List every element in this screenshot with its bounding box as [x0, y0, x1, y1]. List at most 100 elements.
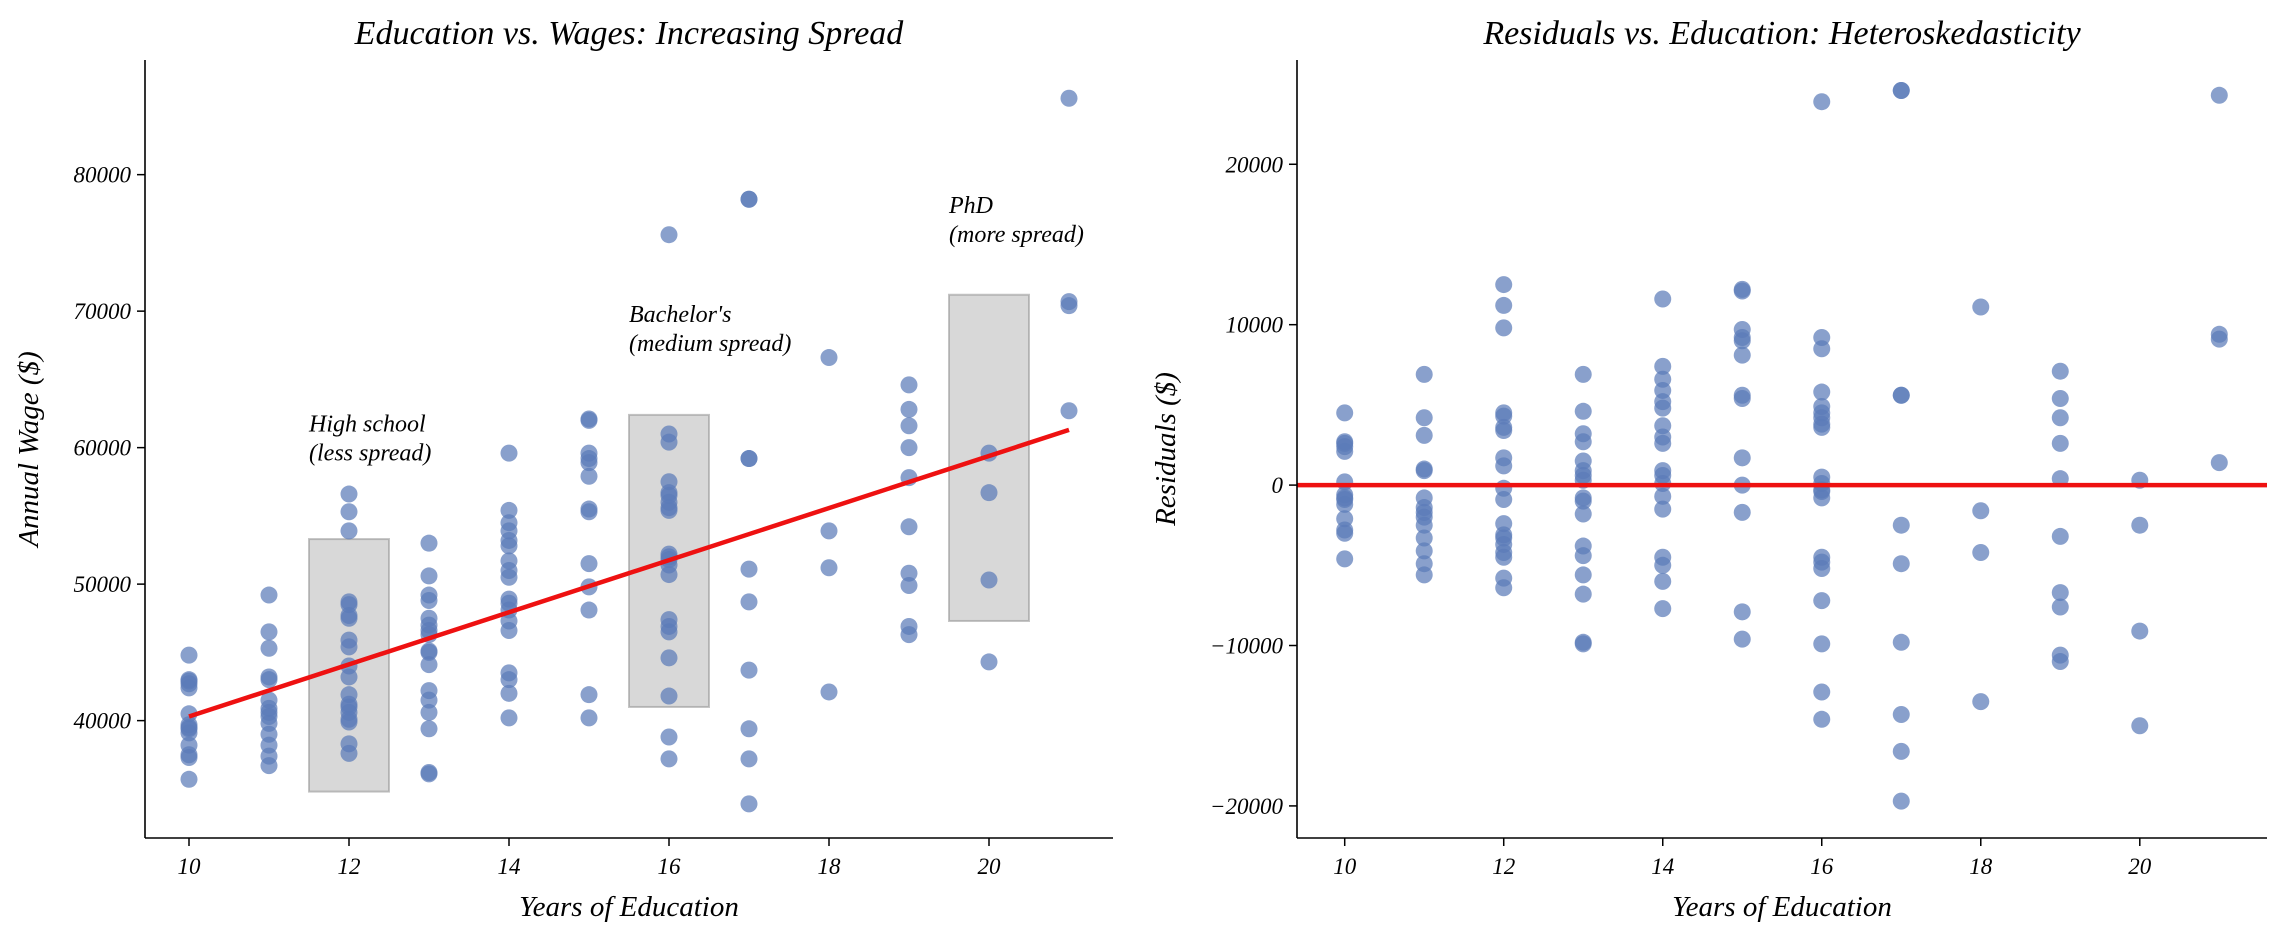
- data-point: [820, 559, 838, 577]
- data-point: [1813, 93, 1831, 111]
- data-point: [1336, 524, 1354, 542]
- data-point: [1574, 635, 1592, 653]
- data-point: [900, 518, 918, 536]
- data-point: [740, 560, 758, 578]
- data-point: [740, 720, 758, 738]
- data-point: [1654, 556, 1672, 574]
- data-point: [900, 400, 918, 418]
- chart-residuals: 10 12 14 16 18 20 −20000 −10000 0 10000 20000 Res…: [1150, 15, 2267, 923]
- data-point: [420, 656, 438, 674]
- data-point: [1336, 489, 1354, 507]
- annotation-line: High school: [308, 411, 426, 437]
- data-point: [1892, 633, 1910, 651]
- data-point: [260, 703, 278, 721]
- annotation-label: Bachelor's (medium spread): [629, 302, 791, 357]
- data-point: [2051, 409, 2069, 427]
- data-point: [1574, 547, 1592, 565]
- data-point: [1495, 276, 1513, 294]
- data-point: [660, 728, 678, 746]
- data-point: [820, 522, 838, 540]
- data-point: [1972, 502, 1990, 520]
- data-point: [340, 503, 358, 521]
- data-point: [180, 646, 198, 664]
- data-point: [1733, 630, 1751, 648]
- data-point: [660, 501, 678, 519]
- data-point: [1415, 503, 1433, 521]
- data-point: [340, 744, 358, 762]
- data-point: [1813, 592, 1831, 610]
- data-point: [1892, 516, 1910, 534]
- data-point: [1574, 365, 1592, 383]
- data-point: [1415, 529, 1433, 547]
- x-axis-label: Years of Education: [1672, 891, 1892, 923]
- data-point: [1813, 404, 1831, 422]
- data-point: [740, 593, 758, 611]
- residual-points: [1336, 81, 2228, 810]
- y-tick-label: 40000: [74, 709, 132, 734]
- data-point: [1415, 566, 1433, 584]
- data-point: [580, 411, 598, 429]
- data-point: [1336, 434, 1354, 452]
- x-tick-label: 14: [1651, 854, 1674, 879]
- x-tick-label: 14: [498, 854, 521, 879]
- wage-points: [180, 89, 1078, 813]
- data-point: [1972, 543, 1990, 561]
- data-point: [340, 695, 358, 713]
- data-point: [740, 661, 758, 679]
- data-point: [660, 486, 678, 504]
- annotation-line: (medium spread): [629, 331, 791, 357]
- data-point: [1415, 462, 1433, 480]
- data-point: [900, 376, 918, 394]
- data-point: [1060, 297, 1078, 315]
- data-point: [580, 709, 598, 727]
- data-point: [1892, 386, 1910, 404]
- data-point: [500, 671, 518, 689]
- data-point: [180, 748, 198, 766]
- data-point: [660, 687, 678, 705]
- data-point: [2210, 454, 2228, 472]
- data-point: [900, 626, 918, 644]
- y-tick-label: 70000: [74, 299, 132, 324]
- data-point: [1060, 89, 1078, 107]
- data-point: [1495, 579, 1513, 597]
- x-tick-label: 10: [178, 854, 202, 879]
- data-point: [420, 567, 438, 585]
- data-point: [500, 709, 518, 727]
- y-tick-label: 20000: [1226, 152, 1284, 177]
- annotation-label: PhD (more spread): [948, 193, 1084, 248]
- data-point: [980, 571, 998, 589]
- data-point: [1892, 792, 1910, 810]
- data-point: [260, 639, 278, 657]
- y-tick-label: 50000: [74, 572, 132, 597]
- data-point: [1654, 487, 1672, 505]
- y-axis-label: Residuals ($): [1150, 372, 1182, 527]
- data-point: [1733, 346, 1751, 364]
- data-point: [580, 686, 598, 704]
- data-point: [1892, 705, 1910, 723]
- data-point: [1813, 683, 1831, 701]
- data-point: [420, 534, 438, 552]
- data-point: [1733, 603, 1751, 621]
- data-point: [2131, 516, 2149, 534]
- data-point: [660, 433, 678, 451]
- data-point: [1415, 516, 1433, 534]
- data-point: [980, 653, 998, 671]
- data-point: [1060, 402, 1078, 420]
- data-point: [260, 623, 278, 641]
- data-point: [740, 750, 758, 768]
- annotation-line: (more spread): [949, 222, 1084, 248]
- data-point: [500, 501, 518, 519]
- data-point: [580, 503, 598, 521]
- data-point: [1336, 550, 1354, 568]
- x-ticks: 10 12 14 16 18 20: [1333, 838, 2152, 879]
- annotations: High school (less spread) Bachelor's (mediu…: [308, 193, 1084, 466]
- data-point: [580, 601, 598, 619]
- data-point: [1574, 566, 1592, 584]
- x-tick-label: 12: [338, 854, 361, 879]
- x-tick-label: 10: [1333, 854, 1357, 879]
- data-point: [1495, 457, 1513, 475]
- data-point: [1733, 449, 1751, 467]
- data-point: [1654, 572, 1672, 590]
- data-point: [1574, 433, 1592, 451]
- data-point: [660, 566, 678, 584]
